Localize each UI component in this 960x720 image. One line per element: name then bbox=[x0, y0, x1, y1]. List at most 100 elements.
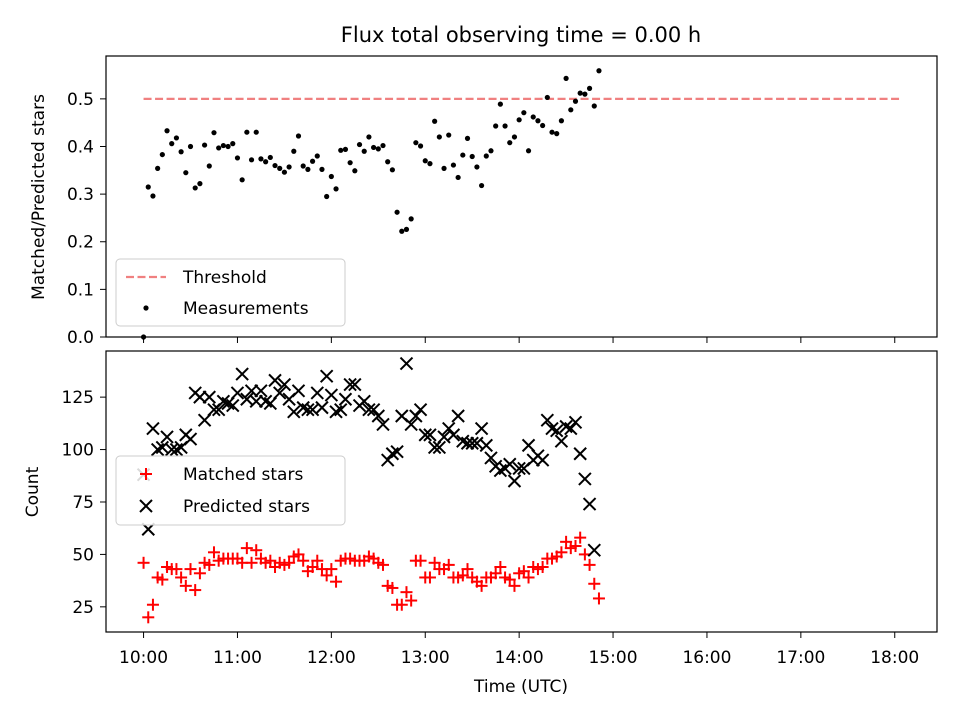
predicted-point bbox=[390, 444, 404, 459]
matched-point bbox=[264, 554, 277, 567]
matched-point bbox=[405, 594, 418, 607]
bottom-xtick-label: 17:00 bbox=[776, 648, 825, 668]
top-ytick-label: 0.1 bbox=[67, 280, 94, 300]
predicted-point bbox=[446, 428, 461, 442]
measurement-point bbox=[356, 141, 363, 148]
measurement-point bbox=[432, 118, 438, 124]
predicted-point bbox=[301, 403, 315, 417]
top-legend-box bbox=[115, 258, 346, 327]
measurement-point bbox=[586, 85, 593, 91]
measurement-point bbox=[436, 134, 442, 140]
matched-point bbox=[555, 546, 568, 559]
measurement-point bbox=[530, 114, 536, 120]
bottom-ytick-label: 125 bbox=[62, 388, 94, 408]
measurement-point bbox=[178, 149, 184, 155]
measurement-point bbox=[596, 68, 602, 74]
bottom-xtick-label: 16:00 bbox=[682, 648, 731, 668]
matched-point bbox=[569, 540, 582, 553]
predicted-point bbox=[343, 377, 357, 392]
measurement-point bbox=[277, 165, 283, 171]
measurement-point bbox=[474, 164, 480, 170]
measurement-point bbox=[206, 163, 212, 169]
measurements-legend-swatch bbox=[143, 305, 149, 311]
matched-point bbox=[377, 558, 389, 571]
predicted-point bbox=[183, 432, 198, 446]
measurement-point bbox=[234, 155, 241, 161]
measurement-point bbox=[197, 181, 203, 187]
measurement-point bbox=[469, 153, 475, 160]
measurement-point bbox=[145, 184, 151, 190]
measurement-point bbox=[558, 118, 565, 124]
predicted-point bbox=[202, 390, 216, 404]
bottom-xtick-label: 13:00 bbox=[401, 648, 450, 668]
threshold-legend-label: Threshold bbox=[182, 268, 267, 288]
matched-point bbox=[423, 571, 436, 584]
measurement-point bbox=[582, 91, 588, 97]
measurement-point bbox=[417, 143, 424, 149]
measurement-point bbox=[455, 174, 461, 181]
measurement-point bbox=[342, 146, 349, 152]
predicted-point bbox=[479, 438, 493, 453]
predicted-point bbox=[573, 447, 587, 461]
matched-legend-label: Matched stars bbox=[183, 465, 303, 485]
measurement-point bbox=[450, 162, 457, 168]
predicted-point bbox=[582, 497, 597, 511]
matched-point bbox=[146, 598, 159, 611]
predicted-point bbox=[150, 442, 165, 457]
predicted-point bbox=[507, 474, 522, 488]
matched-point bbox=[170, 563, 183, 576]
measurement-point bbox=[521, 110, 527, 116]
matched-point bbox=[175, 571, 188, 584]
measurement-point bbox=[572, 98, 579, 104]
predicted-point bbox=[413, 403, 428, 417]
bottom-axes-frame bbox=[105, 350, 938, 633]
predicted-point bbox=[146, 421, 160, 436]
matched-point bbox=[189, 584, 202, 597]
predicted-point bbox=[319, 369, 334, 383]
measurement-point bbox=[464, 135, 471, 141]
predicted-legend-label: Predicted stars bbox=[183, 497, 310, 517]
measurement-point bbox=[211, 130, 217, 136]
predicted-point bbox=[376, 417, 390, 432]
matched-point bbox=[306, 560, 319, 573]
matched-point bbox=[207, 546, 220, 559]
predicted-point bbox=[160, 430, 174, 444]
measurement-point bbox=[371, 144, 377, 151]
measurement-point bbox=[352, 168, 358, 174]
predicted-point bbox=[273, 386, 287, 400]
measurement-point bbox=[183, 170, 189, 176]
bottom-ytick-label: 50 bbox=[72, 545, 94, 565]
matched-point bbox=[522, 571, 535, 584]
matched-point bbox=[494, 560, 507, 573]
measurement-point bbox=[502, 123, 508, 129]
top-axes-frame bbox=[105, 55, 938, 338]
measurement-point bbox=[441, 165, 447, 171]
matched-point bbox=[330, 575, 343, 588]
predicted-point bbox=[258, 394, 273, 409]
matched-point bbox=[517, 565, 530, 578]
measurement-point bbox=[478, 182, 485, 189]
measurement-point bbox=[413, 140, 419, 146]
measurement-point bbox=[540, 122, 546, 129]
bottom-ytick-label: 100 bbox=[62, 441, 94, 461]
measurement-point bbox=[244, 129, 250, 135]
predicted-point bbox=[254, 384, 268, 398]
predicted-point bbox=[385, 447, 400, 461]
measurement-point bbox=[187, 143, 194, 150]
matched-point bbox=[203, 558, 216, 571]
bottom-xtick-label: 11:00 bbox=[213, 648, 262, 668]
measurement-point bbox=[544, 94, 550, 101]
predicted-point bbox=[362, 403, 376, 417]
measurement-point bbox=[394, 209, 400, 215]
measurement-point bbox=[399, 228, 405, 234]
measurement-point bbox=[267, 154, 273, 161]
matched-point bbox=[250, 544, 263, 557]
bottom-legend-box bbox=[115, 455, 346, 526]
measurement-point bbox=[201, 142, 208, 148]
measurement-point bbox=[295, 133, 302, 139]
measurement-point bbox=[366, 134, 372, 140]
top-ytick-label: 0.3 bbox=[67, 185, 94, 205]
top-ylabel: Matched/Predicted stars bbox=[29, 94, 49, 300]
bottom-ytick-label: 25 bbox=[72, 598, 94, 618]
